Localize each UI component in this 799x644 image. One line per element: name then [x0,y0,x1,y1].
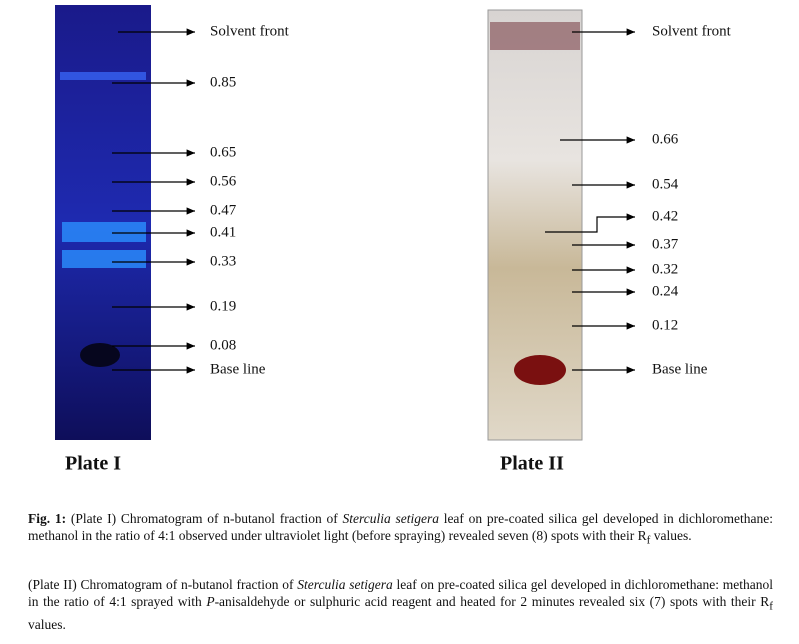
rf-label: 0.54 [652,176,679,192]
rf-label: 0.37 [652,236,679,252]
caption-text: values. [650,528,692,543]
solvent-band [490,22,580,50]
rf-label: 0.47 [210,202,237,218]
caption-text: f [769,600,773,613]
rf-label: 0.24 [652,283,679,299]
caption-text: leaf on pre-coated silica gel developed … [28,577,773,609]
rf-label: 0.19 [210,298,236,314]
caption-text: -anisaldehyde or sulphuric acid reagent … [214,594,770,609]
caption-text: Sterculia setigera [342,511,439,526]
rf-label: 0.32 [652,261,678,277]
rf-label: Solvent front [652,23,732,39]
rf-label: 0.12 [652,317,678,333]
plate-title: Plate II [500,453,564,475]
spot [80,343,120,367]
spot [62,250,146,268]
spot [62,222,146,242]
rf-label: 0.42 [652,208,678,224]
figure: Plate I Plate II Solvent front 0.85 0.65 0.… [55,5,732,475]
spot [60,72,146,80]
caption-text: Sterculia setigera [297,577,393,592]
rf-label: 0.41 [210,224,236,240]
caption-text: P [206,594,215,609]
caption-text: Fig. 1: [28,511,67,526]
arrow [545,213,635,233]
caption: (Plate II) Chromatogram of n-butanol fra… [28,576,773,633]
rf-label: Base line [210,361,266,377]
caption-text: (Plate II) Chromatogram of n-butanol fra… [28,577,298,592]
rf-label: 0.08 [210,337,236,353]
caption-text: values. [28,616,66,632]
caption-text: leaf on pre-coated silica gel developed … [28,511,774,543]
rf-label: 0.56 [210,173,237,189]
rf-label: 0.65 [210,144,236,160]
caption-text: (Plate I) Chromatogram of n-butanol frac… [66,511,343,526]
rf-label: Solvent front [210,23,290,39]
spot [514,355,566,385]
caption-text: f [646,534,651,547]
rf-label: 0.33 [210,253,236,269]
rf-label: Base line [652,361,708,377]
rf-label: 0.85 [210,74,236,90]
caption: Fig. 1: (Plate I) Chromatogram of n-buta… [28,510,773,550]
rf-label: 0.66 [652,131,679,147]
plate-title: Plate I [65,453,121,475]
